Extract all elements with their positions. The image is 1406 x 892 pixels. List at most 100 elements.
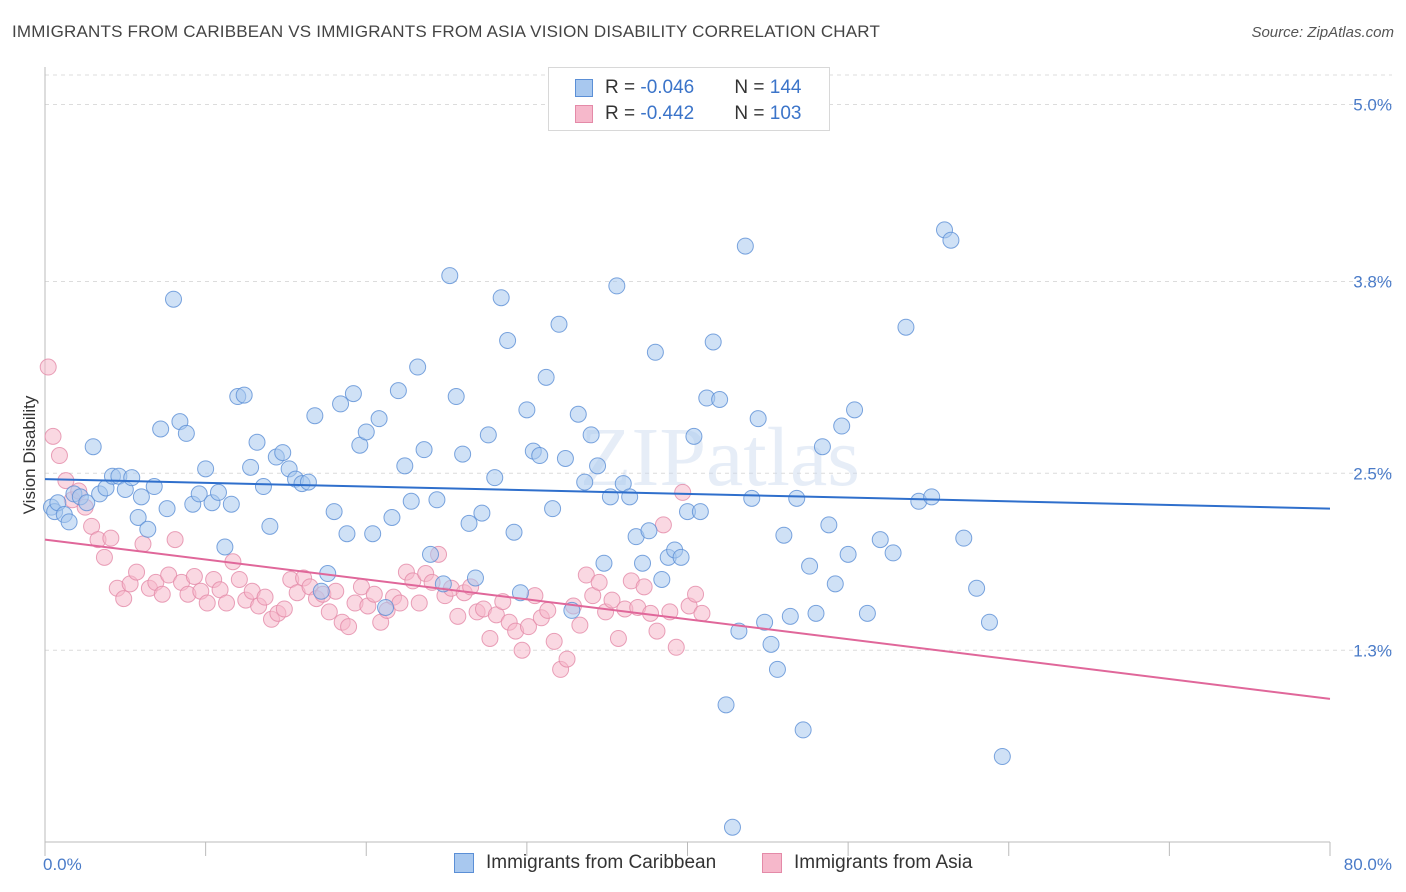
asia-point: [185, 568, 203, 585]
asia-point: [571, 616, 589, 634]
caribbean-point: [402, 492, 420, 510]
caribbean-point: [422, 545, 439, 563]
caribbean-point: [235, 386, 253, 404]
caribbean-point: [383, 509, 401, 526]
asia-point: [648, 622, 666, 640]
legend-row-caribbean: R = -0.046 N = 144: [575, 76, 801, 100]
legend-label-asia: Immigrants from Asia: [794, 852, 973, 873]
caribbean-point: [312, 582, 330, 600]
axes: [44, 67, 1331, 856]
caribbean-point: [511, 584, 529, 602]
legend-r-value: -0.442: [640, 103, 695, 124]
caribbean-point: [775, 526, 793, 544]
caribbean-point: [78, 494, 96, 512]
caribbean-point: [685, 427, 703, 445]
y-axis-label: Vision Disability: [20, 395, 39, 514]
asia-point: [687, 585, 705, 603]
caribbean-point: [409, 358, 427, 376]
asia-points: [39, 358, 711, 678]
source-label: Source: ZipAtlas.com: [1251, 24, 1394, 41]
caribbean-point: [711, 391, 729, 408]
caribbean-point: [60, 513, 78, 531]
caribbean-point: [129, 509, 147, 526]
caribbean-point: [299, 473, 317, 491]
caribbean-point: [839, 545, 857, 563]
caribbean-point: [447, 388, 465, 406]
caribbean-point: [781, 607, 799, 625]
asia-point: [230, 570, 248, 588]
tick-labels: 1.3% 2.5% 3.8% 5.0% 0.0% 80.0%: [43, 96, 1392, 875]
asia-point: [539, 601, 557, 619]
caribbean-point: [242, 458, 260, 476]
caribbean-point: [473, 504, 491, 522]
caribbean-point: [846, 401, 864, 419]
asia-point: [198, 594, 216, 612]
asia-point: [39, 358, 57, 376]
caribbean-point: [634, 554, 652, 572]
asia-point: [667, 638, 685, 656]
caribbean-point: [139, 520, 157, 538]
asia-point: [134, 535, 152, 553]
caribbean-point: [165, 290, 182, 308]
caribbean-point: [897, 318, 915, 336]
caribbean-point: [826, 575, 844, 593]
caribbean-point: [492, 289, 510, 307]
asia-point: [481, 629, 499, 647]
caribbean-point: [486, 469, 504, 487]
caribbean-point: [801, 557, 819, 575]
chart-title: IMMIGRANTS FROM CARIBBEAN VS IMMIGRANTS …: [12, 22, 881, 41]
caribbean-trend-line: [44, 478, 1331, 510]
asia-point: [693, 604, 711, 622]
caribbean-point: [479, 426, 497, 444]
caribbean-point: [820, 516, 838, 534]
asia-point: [674, 483, 692, 501]
caribbean-point: [531, 447, 549, 465]
legend-n-label: N =: [734, 77, 770, 98]
asia-point: [128, 563, 146, 581]
legend-swatch-asia: [762, 853, 782, 873]
asia-point: [160, 566, 178, 584]
caribbean-point: [428, 491, 446, 509]
caribbean-point: [858, 604, 876, 622]
y-tick-label: 3.8%: [1353, 273, 1392, 292]
caribbean-point: [254, 478, 272, 496]
caribbean-point: [190, 485, 208, 503]
caribbean-point: [537, 368, 555, 386]
caribbean-point: [177, 424, 195, 442]
caribbean-point: [499, 332, 517, 349]
caribbean-point: [123, 469, 141, 487]
caribbean-point: [589, 457, 607, 475]
asia-point: [558, 650, 576, 668]
asia-point: [635, 578, 653, 596]
caribbean-point: [749, 410, 767, 428]
stats-legend: R = -0.046 N = 144 R = -0.442 N = 103: [548, 67, 830, 131]
caribbean-point: [794, 721, 812, 739]
caribbean-point: [556, 450, 574, 467]
caribbean-point: [370, 410, 388, 428]
caribbean-point: [550, 315, 568, 333]
caribbean-point: [955, 529, 973, 547]
caribbean-point: [717, 696, 735, 714]
asia-point: [153, 585, 171, 603]
caribbean-point: [884, 544, 902, 562]
caribbean-point: [608, 277, 626, 295]
asia-point: [340, 618, 358, 636]
caribbean-point: [132, 488, 150, 506]
caribbean-point: [768, 660, 786, 678]
caribbean-point: [595, 554, 613, 572]
asia-point: [513, 641, 531, 659]
asia-point: [218, 594, 236, 612]
asia-point: [609, 629, 627, 647]
caribbean-point: [460, 514, 478, 532]
legend-item-asia: Immigrants from Asia: [762, 852, 972, 874]
caribbean-point: [274, 444, 292, 462]
asia-point: [275, 600, 293, 618]
x-tick-label: 0.0%: [43, 855, 82, 874]
caribbean-point: [152, 420, 170, 438]
caribbean-point: [646, 343, 664, 361]
caribbean-point: [942, 231, 960, 249]
asia-point: [327, 582, 345, 600]
legend-n-value: 103: [769, 103, 802, 124]
legend-r-label: R =: [605, 103, 641, 124]
